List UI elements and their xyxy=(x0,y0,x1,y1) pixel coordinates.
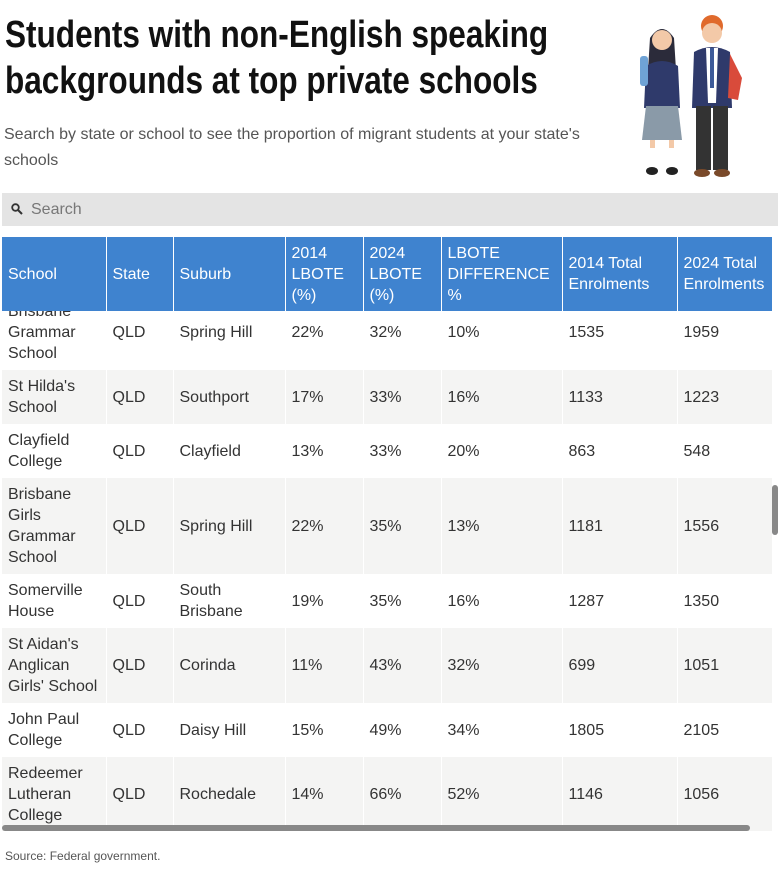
table-row: John Paul College QLD Daisy Hill 15% 49% 34% 1… xyxy=(2,703,773,757)
table-cell: 1133 xyxy=(562,370,678,424)
table-cell: QLD xyxy=(106,370,174,424)
table-cell: 1223 xyxy=(677,370,773,424)
table: Brisbane Grammar School QLD Spring Hill 22%… xyxy=(2,311,773,831)
table-cell: Brisbane Grammar School xyxy=(2,311,107,370)
table-cell: 52% xyxy=(441,757,563,831)
table-cell: Spring Hill xyxy=(173,478,286,574)
table-cell: 2105 xyxy=(677,703,773,757)
table-cell: John Paul College xyxy=(2,703,107,757)
column-header[interactable]: LBOTE DIFFERENCE % xyxy=(441,237,563,311)
table-cell: 35% xyxy=(363,574,442,628)
table-cell: Southport xyxy=(173,370,286,424)
table-cell: QLD xyxy=(106,311,174,370)
table-row: St Aidan's Anglican Girls' School QLD Cori… xyxy=(2,628,773,703)
table-cell: 32% xyxy=(363,311,442,370)
table-cell: 1805 xyxy=(562,703,678,757)
table-cell: 1556 xyxy=(677,478,773,574)
table-cell: QLD xyxy=(106,478,174,574)
table-cell: Brisbane Girls Grammar School xyxy=(2,478,107,574)
table-cell: Daisy Hill xyxy=(173,703,286,757)
table-cell: Rochedale xyxy=(173,757,286,831)
search-box[interactable]: Search xyxy=(2,193,778,226)
table-cell: 1146 xyxy=(562,757,678,831)
table-cell: 22% xyxy=(285,478,364,574)
table-cell: 33% xyxy=(363,424,442,478)
table-cell: 1287 xyxy=(562,574,678,628)
table-cell: 1051 xyxy=(677,628,773,703)
column-header[interactable]: 2024 Total Enrolments xyxy=(677,237,773,311)
table-row: Brisbane Grammar School QLD Spring Hill 22%… xyxy=(2,311,773,370)
table-cell: 34% xyxy=(441,703,563,757)
table-cell: 20% xyxy=(441,424,563,478)
subtitle: Search by state or school to see the pro… xyxy=(4,126,580,169)
illustration xyxy=(640,15,742,177)
table-cell: QLD xyxy=(106,574,174,628)
table-cell: QLD xyxy=(106,628,174,703)
table-row: St Hilda's School QLD Southport 17% 33% 16% 11… xyxy=(2,370,773,424)
table-cell: Clayfield College xyxy=(2,424,107,478)
table-cell: 13% xyxy=(441,478,563,574)
table-cell: 1181 xyxy=(562,478,678,574)
column-header[interactable]: School xyxy=(2,237,107,311)
table-cell: Redeemer Lutheran College xyxy=(2,757,107,831)
column-header[interactable]: State xyxy=(106,237,174,311)
table-cell: 548 xyxy=(677,424,773,478)
table-cell: 1350 xyxy=(677,574,773,628)
table-header: School State Suburb 2014 LBOTE (%) 2024 LBOT… xyxy=(2,237,773,311)
table-cell: 13% xyxy=(285,424,364,478)
table-cell: South Brisbane xyxy=(173,574,286,628)
table-cell: 699 xyxy=(562,628,678,703)
table-cell: 1535 xyxy=(562,311,678,370)
column-header[interactable]: 2014 Total Enrolments xyxy=(562,237,678,311)
table-cell: 16% xyxy=(441,574,563,628)
table-cell: 11% xyxy=(285,628,364,703)
table-cell: Somerville House xyxy=(2,574,107,628)
table-cell: 10% xyxy=(441,311,563,370)
table-cell: 16% xyxy=(441,370,563,424)
search-icon xyxy=(11,203,23,215)
table-cell: St Hilda's School xyxy=(2,370,107,424)
title: Students with non-English speaking backg… xyxy=(5,14,549,102)
vertical-scrollbar[interactable] xyxy=(772,485,778,535)
table-cell: 22% xyxy=(285,311,364,370)
table-row: Somerville House QLD South Brisbane 19% 35% 1… xyxy=(2,574,773,628)
table-cell: 1959 xyxy=(677,311,773,370)
table-cell: 43% xyxy=(363,628,442,703)
column-header[interactable]: 2024 LBOTE (%) xyxy=(363,237,442,311)
table-body: Brisbane Grammar School QLD Spring Hill 22%… xyxy=(2,311,778,831)
table-row: Redeemer Lutheran College QLD Rochedale 14%… xyxy=(2,757,773,831)
search-placeholder: Search xyxy=(31,201,82,218)
table-cell: QLD xyxy=(106,757,174,831)
table-cell: Corinda xyxy=(173,628,286,703)
table-row: Brisbane Girls Grammar School QLD Spring H… xyxy=(2,478,773,574)
table-cell: Spring Hill xyxy=(173,311,286,370)
horizontal-scrollbar[interactable] xyxy=(2,825,750,831)
table-cell: 17% xyxy=(285,370,364,424)
table-cell: QLD xyxy=(106,703,174,757)
table-cell: 32% xyxy=(441,628,563,703)
table-cell: 863 xyxy=(562,424,678,478)
table-cell: 1056 xyxy=(677,757,773,831)
table-cell: 49% xyxy=(363,703,442,757)
table-cell: 19% xyxy=(285,574,364,628)
table-row: Clayfield College QLD Clayfield 13% 33% 20% 86… xyxy=(2,424,773,478)
table-cell: 33% xyxy=(363,370,442,424)
table-cell: St Aidan's Anglican Girls' School xyxy=(2,628,107,703)
table-cell: 14% xyxy=(285,757,364,831)
column-header[interactable]: Suburb xyxy=(173,237,286,311)
source: Source: Federal government. xyxy=(5,849,161,863)
table-cell: 15% xyxy=(285,703,364,757)
table-cell: QLD xyxy=(106,424,174,478)
table-cell: 35% xyxy=(363,478,442,574)
table-cell: 66% xyxy=(363,757,442,831)
column-header[interactable]: 2014 LBOTE (%) xyxy=(285,237,364,311)
table-cell: Clayfield xyxy=(173,424,286,478)
